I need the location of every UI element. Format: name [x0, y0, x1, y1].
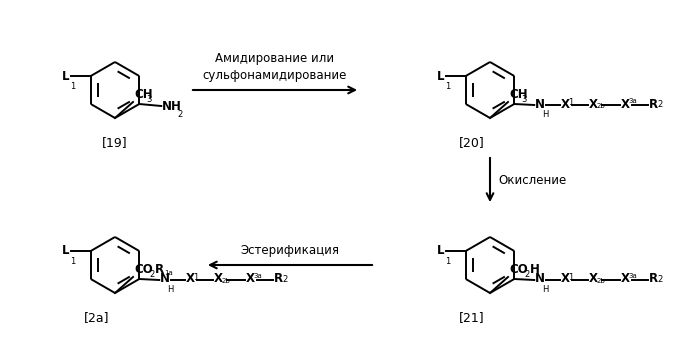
Text: 1: 1	[193, 273, 199, 282]
Text: L: L	[62, 244, 70, 257]
Text: X: X	[589, 97, 598, 110]
Text: X: X	[215, 273, 223, 286]
Text: X: X	[621, 97, 630, 110]
Text: CH: CH	[509, 88, 528, 101]
Text: X: X	[186, 273, 195, 286]
Text: 1: 1	[568, 98, 573, 107]
Text: 2: 2	[657, 275, 663, 284]
Text: 2: 2	[149, 270, 154, 279]
Text: [2a]: [2a]	[85, 311, 110, 324]
Text: 3a: 3a	[253, 273, 262, 279]
Text: X: X	[561, 273, 570, 286]
Text: 1: 1	[445, 82, 450, 91]
Text: [20]: [20]	[459, 136, 485, 149]
Text: 3a: 3a	[628, 98, 637, 104]
Text: Эстерификация: Эстерификация	[240, 244, 340, 257]
Text: 1: 1	[70, 257, 75, 266]
Text: L: L	[438, 70, 445, 83]
Text: 2b: 2b	[222, 278, 230, 284]
Text: 1: 1	[568, 273, 573, 282]
Text: H: H	[530, 263, 540, 276]
Text: CO: CO	[134, 263, 153, 276]
Text: 3: 3	[146, 95, 152, 104]
Text: 2b: 2b	[596, 278, 605, 284]
Text: [19]: [19]	[102, 136, 128, 149]
Text: 2: 2	[657, 100, 663, 109]
Text: R: R	[649, 273, 658, 286]
Text: 2: 2	[178, 110, 182, 119]
Text: 3: 3	[521, 95, 526, 104]
Text: X: X	[589, 273, 598, 286]
Text: R: R	[155, 263, 164, 276]
Text: L: L	[438, 244, 445, 257]
Text: Амидирование или
сульфонамидирование: Амидирование или сульфонамидирование	[203, 52, 347, 82]
Text: R: R	[274, 273, 283, 286]
Text: R: R	[649, 97, 658, 110]
Text: H: H	[542, 110, 549, 119]
Text: X: X	[621, 273, 630, 286]
Text: N: N	[160, 273, 171, 286]
Text: CH: CH	[134, 88, 152, 101]
Text: X: X	[561, 97, 570, 110]
Text: H: H	[542, 285, 549, 294]
Text: N: N	[535, 97, 545, 110]
Text: 1a: 1a	[164, 270, 173, 276]
Text: X: X	[246, 273, 255, 286]
Text: N: N	[535, 273, 545, 286]
Text: 2: 2	[524, 270, 529, 279]
Text: 3a: 3a	[628, 273, 637, 279]
Text: Окисление: Окисление	[498, 174, 566, 187]
Text: 2: 2	[282, 275, 287, 284]
Text: 1: 1	[70, 82, 75, 91]
Text: H: H	[167, 285, 173, 294]
Text: L: L	[62, 70, 70, 83]
Text: 1: 1	[445, 257, 450, 266]
Text: 2b: 2b	[596, 103, 605, 109]
Text: NH: NH	[162, 100, 182, 113]
Text: [21]: [21]	[459, 311, 485, 324]
Text: CO: CO	[509, 263, 528, 276]
